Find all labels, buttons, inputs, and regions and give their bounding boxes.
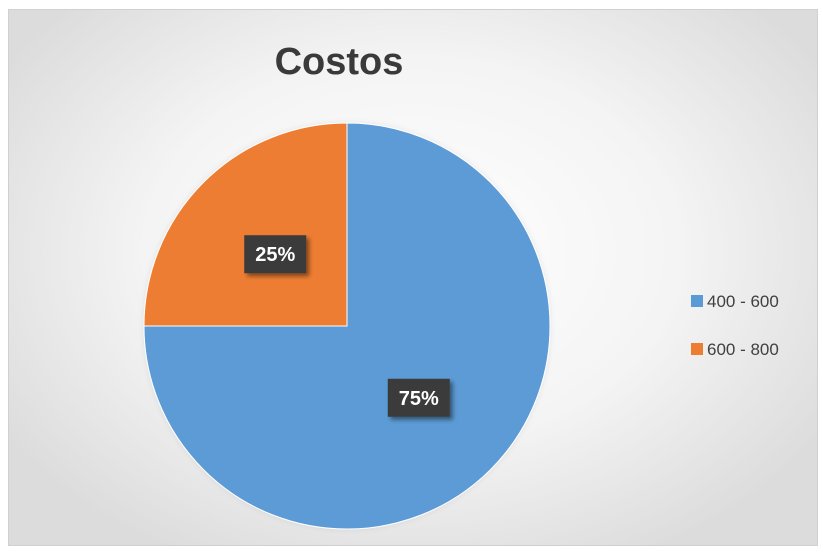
data-label-box [387, 378, 450, 417]
data-label-text: 75% [399, 388, 439, 410]
data-label-2: 25% [244, 235, 307, 274]
pie-slice-2 [143, 122, 348, 327]
legend-swatch [691, 343, 703, 355]
pie-chart: Costos 75% 25% 400 - 600 600 - 800 [143, 41, 779, 530]
legend: 400 - 600 600 - 800 [691, 292, 779, 359]
chart-area: Costos 75% 25% 400 - 600 600 - 800 [8, 9, 818, 546]
legend-label: 400 - 600 [707, 292, 779, 311]
pie-slices [143, 122, 551, 530]
legend-label: 600 - 800 [707, 340, 779, 359]
data-label-1: 75% [387, 378, 450, 417]
data-label-text: 25% [255, 244, 295, 266]
legend-item-2: 600 - 800 [691, 340, 779, 359]
data-labels: 75% 25% [244, 235, 450, 417]
legend-item-1: 400 - 600 [691, 292, 779, 311]
chart-title: Costos [275, 41, 404, 83]
data-label-box [244, 235, 307, 274]
legend-swatch [691, 295, 703, 307]
